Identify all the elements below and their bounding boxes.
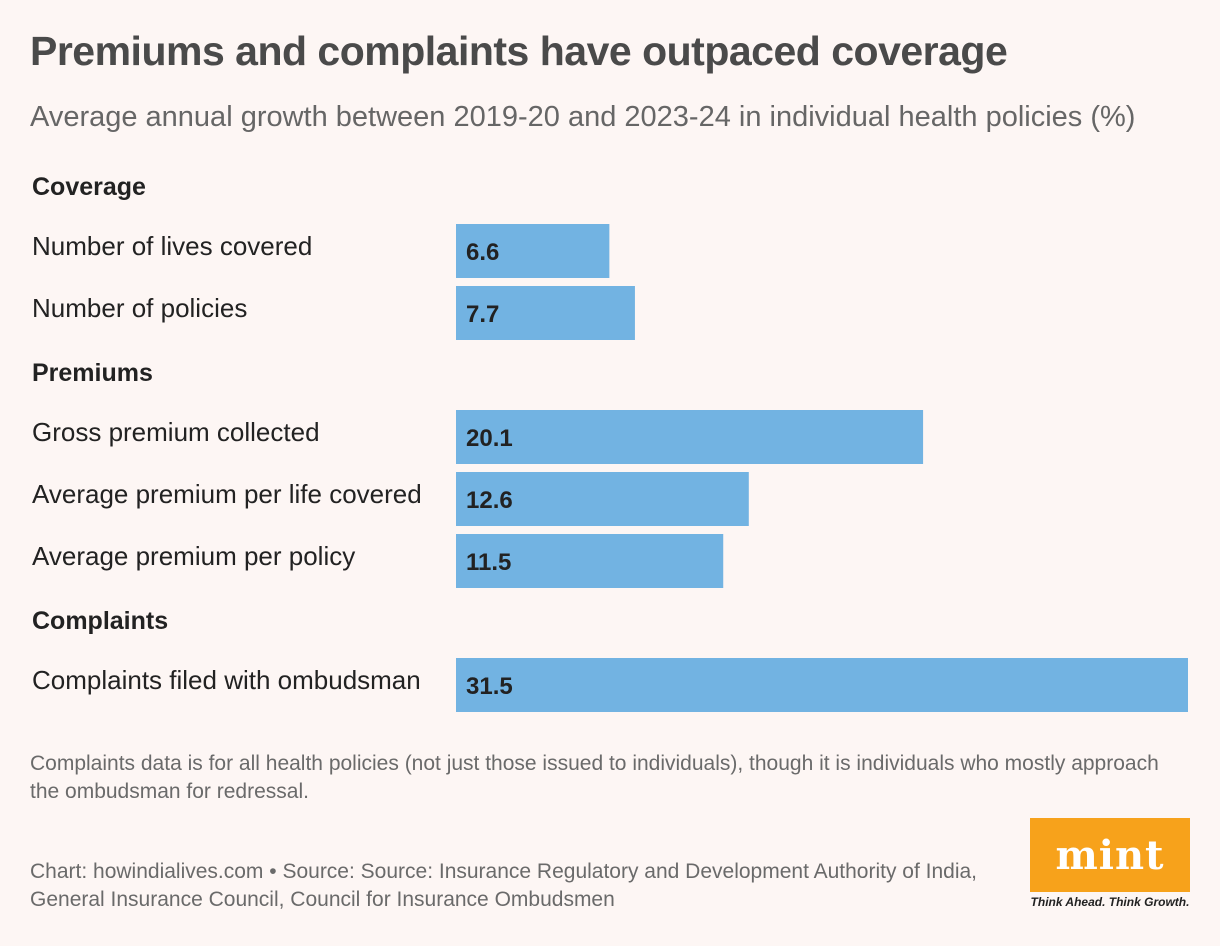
- category-label: Complaints filed with ombudsman: [32, 665, 421, 695]
- data-label: 7.7: [466, 301, 499, 328]
- category-label: Average premium per life covered: [32, 479, 422, 509]
- data-label: 12.6: [466, 487, 513, 514]
- category-label: Number of lives covered: [32, 231, 312, 261]
- bar: [456, 410, 923, 464]
- mint-logo-mark: mint: [1030, 818, 1190, 892]
- footnote: Complaints data is for all health polici…: [30, 750, 1180, 806]
- data-label: 31.5: [466, 673, 513, 700]
- mint-logo: mint Think Ahead. Think Growth.: [1030, 818, 1190, 909]
- data-label: 11.5: [466, 549, 511, 576]
- group-heading: Complaints: [32, 607, 168, 635]
- group-heading: Coverage: [32, 173, 146, 201]
- source-credit: Chart: howindialives.com • Source: Sourc…: [30, 858, 1020, 914]
- category-label: Average premium per policy: [32, 541, 355, 571]
- bar: [456, 658, 1188, 712]
- category-label: Gross premium collected: [32, 417, 320, 447]
- group-heading: Premiums: [32, 359, 153, 387]
- data-label: 20.1: [466, 425, 513, 452]
- category-label: Number of policies: [32, 293, 247, 323]
- bar-chart: Coverage Number of lives covered 6.6 Number…: [0, 0, 1220, 740]
- mint-logo-tagline: Think Ahead. Think Growth.: [1030, 895, 1190, 909]
- data-label: 6.6: [466, 239, 499, 266]
